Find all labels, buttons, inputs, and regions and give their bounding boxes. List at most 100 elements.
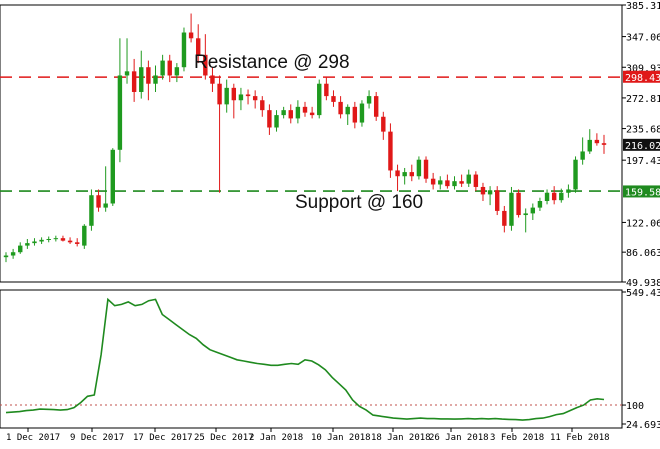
- candle-body: [530, 207, 536, 214]
- candle-body: [46, 238, 51, 240]
- candle-body: [231, 87, 237, 101]
- price-y-tick-label: 197.438: [626, 156, 660, 167]
- candle-body: [302, 106, 308, 113]
- x-tick-label: 25 Dec 2017: [194, 433, 254, 443]
- candle-body: [110, 149, 115, 204]
- candle-body: [359, 103, 365, 123]
- candle-body: [502, 210, 507, 226]
- candle-body: [53, 238, 59, 240]
- price-y-tick-label: 272.813: [626, 94, 660, 105]
- candle-body: [559, 192, 564, 201]
- support-price-tag: 159.583: [625, 187, 660, 198]
- candle-body: [388, 131, 393, 171]
- candle-body: [594, 139, 600, 144]
- x-tick-label: 18 Jan 2018: [371, 433, 431, 443]
- candle-body: [445, 180, 450, 187]
- resistance-price-tag-bg: [623, 70, 660, 83]
- candle-body: [89, 195, 94, 226]
- candle-body: [487, 190, 493, 195]
- x-tick-label: 2 Jan 2018: [249, 433, 303, 443]
- candle-body: [281, 110, 286, 116]
- candle-body: [338, 101, 343, 115]
- candle-body: [67, 240, 73, 243]
- candle-body: [181, 32, 187, 68]
- current-price-tag-bg: [623, 138, 660, 151]
- candle-body: [245, 94, 251, 97]
- candle-body: [25, 243, 30, 246]
- resistance-annotation: Resistance @ 298: [194, 52, 350, 73]
- candle-body: [252, 96, 258, 101]
- price-y-tick-label: 122.063: [626, 218, 660, 229]
- candle-body: [103, 203, 108, 208]
- support-annotation: Support @ 160: [295, 192, 423, 213]
- candle-body: [438, 180, 443, 185]
- candle-body: [82, 225, 87, 246]
- indicator-line: [5, 297, 605, 421]
- candle-body: [3, 255, 9, 258]
- candle-body: [217, 83, 222, 105]
- candle-body: [495, 190, 500, 211]
- candle-body: [366, 96, 372, 104]
- candle-body: [566, 189, 571, 193]
- candle-body: [146, 67, 151, 84]
- resistance-price-tag: 298.439: [625, 73, 660, 84]
- candle-body: [324, 83, 329, 97]
- candle-body: [523, 213, 528, 216]
- candle-body: [395, 170, 400, 177]
- candle-body: [124, 71, 130, 76]
- price-y-tick-label: 49.9380: [626, 278, 660, 289]
- candle-body: [160, 60, 165, 76]
- candle-body: [174, 67, 180, 76]
- candle-body: [459, 181, 464, 184]
- price-plot-frame: [0, 4, 623, 283]
- x-tick-label: 10 Jan 2018: [311, 433, 371, 443]
- candle-body: [295, 106, 301, 119]
- indicator-panel: 549.4308 100 24.6939: [0, 288, 660, 431]
- candle-body: [416, 159, 422, 177]
- candle-body: [402, 172, 407, 177]
- candle-body: [32, 241, 37, 244]
- candle-body: [516, 192, 521, 216]
- candle-body: [423, 159, 429, 179]
- candle-body: [274, 115, 279, 128]
- candle-body: [430, 178, 436, 185]
- candle-body: [480, 186, 486, 195]
- candle-body: [409, 172, 414, 177]
- current-price-tag: 216.027: [625, 141, 660, 152]
- candle-body: [60, 238, 66, 241]
- candle-body: [381, 116, 386, 132]
- candle-body: [39, 239, 44, 242]
- candle-body: [331, 96, 336, 102]
- indicator-y-tick-label: 24.6939: [626, 420, 660, 431]
- indicator-y-tick-label: 549.4308: [626, 288, 660, 299]
- candle-body: [153, 75, 158, 84]
- candle-body: [544, 192, 550, 202]
- candle-body: [317, 83, 322, 116]
- candle-body: [74, 242, 80, 244]
- x-tick-label: 11 Feb 2018: [550, 433, 610, 443]
- indicator-plot-frame: [0, 289, 623, 429]
- indicator-y-tick-label: 100: [626, 401, 644, 412]
- candle-body: [537, 201, 543, 208]
- candle-body: [309, 112, 315, 116]
- candle-body: [210, 75, 215, 84]
- x-tick-label: 26 Jan 2018: [429, 433, 489, 443]
- candle-body: [18, 245, 23, 253]
- candle-body: [167, 60, 172, 76]
- candle-body: [551, 192, 557, 201]
- x-tick-label: 1 Dec 2017: [6, 433, 60, 443]
- candle-body: [224, 87, 229, 105]
- candle-body: [288, 110, 293, 119]
- candle-body: [580, 151, 585, 160]
- support-price-tag-bg: [623, 185, 660, 198]
- candle-body: [466, 174, 471, 184]
- candle-body: [601, 143, 607, 145]
- candle-body: [587, 139, 592, 152]
- candle-body: [345, 106, 350, 115]
- candle-body: [196, 38, 201, 55]
- price-y-tick-label: 309.938: [626, 63, 660, 74]
- candle-body: [373, 96, 379, 117]
